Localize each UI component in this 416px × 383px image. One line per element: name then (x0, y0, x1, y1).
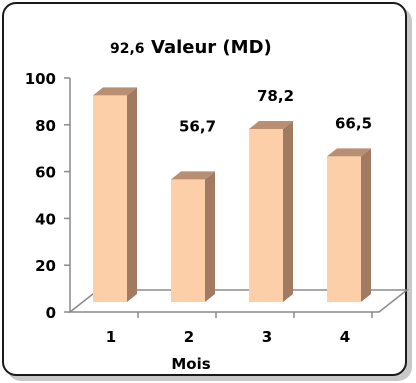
data-label: 78,2 (257, 87, 294, 105)
bar (327, 156, 361, 302)
bars (93, 87, 371, 303)
x-tick-label: 2 (184, 328, 194, 346)
bar (93, 95, 127, 302)
y-tick-label: 40 (35, 210, 56, 228)
floor-plane (67, 289, 410, 313)
axes (64, 77, 410, 318)
bar-top (249, 121, 293, 130)
chart-title: Valeur (MD) (151, 37, 272, 58)
data-label: 92,6 (110, 41, 145, 57)
bar-side (127, 87, 137, 302)
x-tick-label: 1 (106, 328, 116, 346)
x-tick-label: 3 (262, 328, 272, 346)
y-tick-label: 100 (25, 70, 56, 88)
data-label: 66,5 (335, 114, 372, 132)
bar-side (205, 171, 215, 302)
bar-side (283, 121, 293, 303)
y-tick-label: 80 (35, 117, 56, 135)
bar (171, 179, 205, 302)
bar-top (171, 171, 215, 180)
bar (249, 129, 283, 302)
bar-top (93, 87, 137, 96)
y-tick-label: 60 (35, 164, 56, 182)
x-tick-label: 4 (340, 328, 350, 346)
y-tick-label: 0 (46, 304, 56, 322)
x-axis-label: Mois (171, 355, 210, 373)
bar-side (361, 148, 371, 302)
bar-top (327, 148, 371, 157)
y-tick-label: 20 (35, 257, 56, 275)
data-label: 56,7 (179, 117, 216, 135)
tick-labels: 0 20 40 60 80 100 1 2 3 4 (25, 70, 351, 346)
data-labels: 92,6 56,7 78,2 66,5 (110, 41, 372, 135)
